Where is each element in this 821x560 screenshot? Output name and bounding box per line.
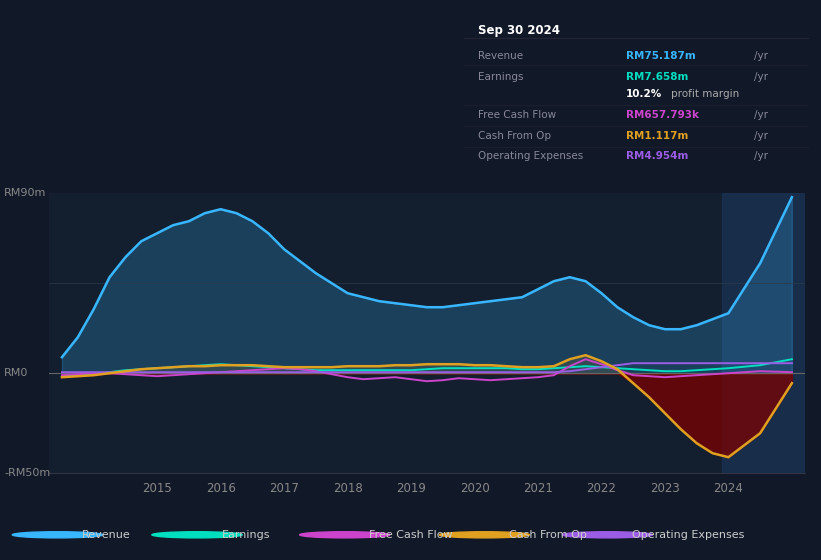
Circle shape [12, 532, 103, 538]
Text: RM0: RM0 [4, 368, 29, 378]
Text: /yr: /yr [754, 72, 768, 82]
Text: Revenue: Revenue [478, 51, 523, 61]
Text: Revenue: Revenue [82, 530, 131, 540]
Circle shape [300, 532, 390, 538]
Text: Operating Expenses: Operating Expenses [632, 530, 745, 540]
Circle shape [152, 532, 242, 538]
Text: Cash From Op: Cash From Op [509, 530, 587, 540]
Text: RM75.187m: RM75.187m [626, 51, 695, 61]
Bar [722, 193, 805, 473]
Text: Operating Expenses: Operating Expenses [478, 151, 583, 161]
Text: /yr: /yr [754, 51, 768, 61]
Circle shape [562, 532, 653, 538]
Text: /yr: /yr [754, 110, 768, 120]
Text: RM90m: RM90m [4, 188, 47, 198]
Text: RM1.117m: RM1.117m [626, 130, 688, 141]
Text: RM7.658m: RM7.658m [626, 72, 688, 82]
Text: Free Cash Flow: Free Cash Flow [369, 530, 453, 540]
Text: profit margin: profit margin [671, 89, 739, 99]
Text: 10.2%: 10.2% [626, 89, 663, 99]
Text: /yr: /yr [754, 130, 768, 141]
Text: Earnings: Earnings [222, 530, 270, 540]
Text: Sep 30 2024: Sep 30 2024 [478, 24, 560, 37]
Text: RM4.954m: RM4.954m [626, 151, 688, 161]
Text: -RM50m: -RM50m [4, 468, 50, 478]
Text: Earnings: Earnings [478, 72, 523, 82]
Circle shape [439, 532, 530, 538]
Text: Free Cash Flow: Free Cash Flow [478, 110, 556, 120]
Text: RM657.793k: RM657.793k [626, 110, 699, 120]
Text: Cash From Op: Cash From Op [478, 130, 551, 141]
Text: /yr: /yr [754, 151, 768, 161]
